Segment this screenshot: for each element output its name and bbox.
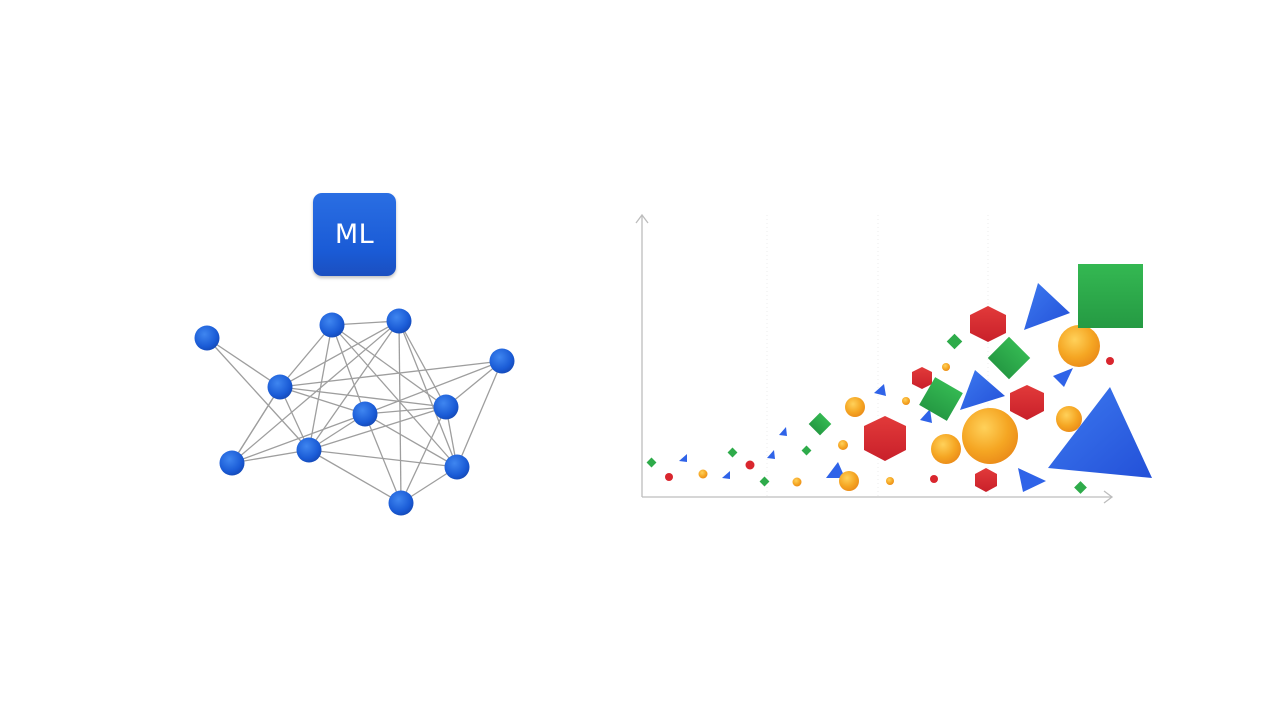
- red-hexagon: [1010, 385, 1044, 420]
- large-shapes: [864, 264, 1152, 492]
- green-diamond: [946, 333, 963, 350]
- blue-triangle: [767, 450, 775, 459]
- blue-triangle: [779, 427, 787, 436]
- blue-triangle: [679, 454, 687, 462]
- neural-network-graph: [194, 308, 515, 516]
- red-dot: [745, 460, 755, 470]
- blue-triangle: [722, 471, 730, 479]
- plot-gridlines: [766, 215, 989, 496]
- red-hexagon: [912, 367, 932, 389]
- red-dot: [665, 473, 673, 481]
- orange-dot: [839, 471, 859, 491]
- green-square: [1078, 264, 1143, 328]
- orange-circle: [1056, 406, 1082, 432]
- network-node: [319, 312, 345, 338]
- green-diamond: [1074, 481, 1087, 494]
- green-diamond: [808, 412, 832, 436]
- green-square: [919, 377, 963, 421]
- blue-triangle: [874, 384, 886, 396]
- orange-dot: [845, 397, 865, 417]
- blue-triangle: [1053, 368, 1073, 387]
- network-node: [296, 437, 322, 463]
- green-diamond: [759, 476, 770, 487]
- red-dot: [1106, 357, 1114, 365]
- ml-badge: ML: [313, 193, 396, 276]
- x-axis-arrow: [1103, 490, 1114, 504]
- network-node: [352, 401, 378, 427]
- orange-circle: [931, 434, 961, 464]
- small-shapes: [646, 333, 1114, 494]
- blue-triangle: [826, 462, 845, 478]
- red-hexagon: [864, 416, 906, 461]
- network-nodes: [194, 308, 515, 516]
- green-diamond: [727, 447, 738, 458]
- orange-circle: [1058, 325, 1100, 367]
- red-hexagon: [975, 468, 997, 492]
- green-diamond: [801, 445, 812, 456]
- network-node: [267, 374, 293, 400]
- network-node: [219, 450, 245, 476]
- orange-dot: [698, 469, 708, 479]
- orange-circle: [962, 408, 1018, 464]
- network-node: [386, 308, 412, 334]
- orange-dot: [838, 440, 848, 450]
- network-node: [194, 325, 220, 351]
- orange-dot: [942, 363, 950, 371]
- network-edges: [206, 320, 503, 504]
- orange-dot: [792, 477, 802, 487]
- green-diamond: [646, 457, 657, 468]
- y-axis-arrow: [635, 213, 649, 224]
- blue-triangle: [920, 409, 932, 423]
- blue-triangle: [960, 370, 1005, 410]
- red-dot: [930, 475, 938, 483]
- plot-axes: [635, 213, 1114, 504]
- orange-dot: [902, 397, 910, 405]
- blue-triangle: [1048, 387, 1152, 478]
- network-node: [433, 394, 459, 420]
- network-node: [444, 454, 470, 480]
- network-node: [489, 348, 515, 374]
- red-hexagon: [970, 306, 1006, 342]
- green-diamond: [987, 336, 1031, 380]
- blue-triangle: [1024, 283, 1070, 330]
- blue-triangle: [1018, 468, 1046, 492]
- network-node: [388, 490, 414, 516]
- growth-scatter-plot: [635, 213, 1152, 504]
- orange-dot: [886, 477, 894, 485]
- ml-label: ML: [334, 219, 375, 250]
